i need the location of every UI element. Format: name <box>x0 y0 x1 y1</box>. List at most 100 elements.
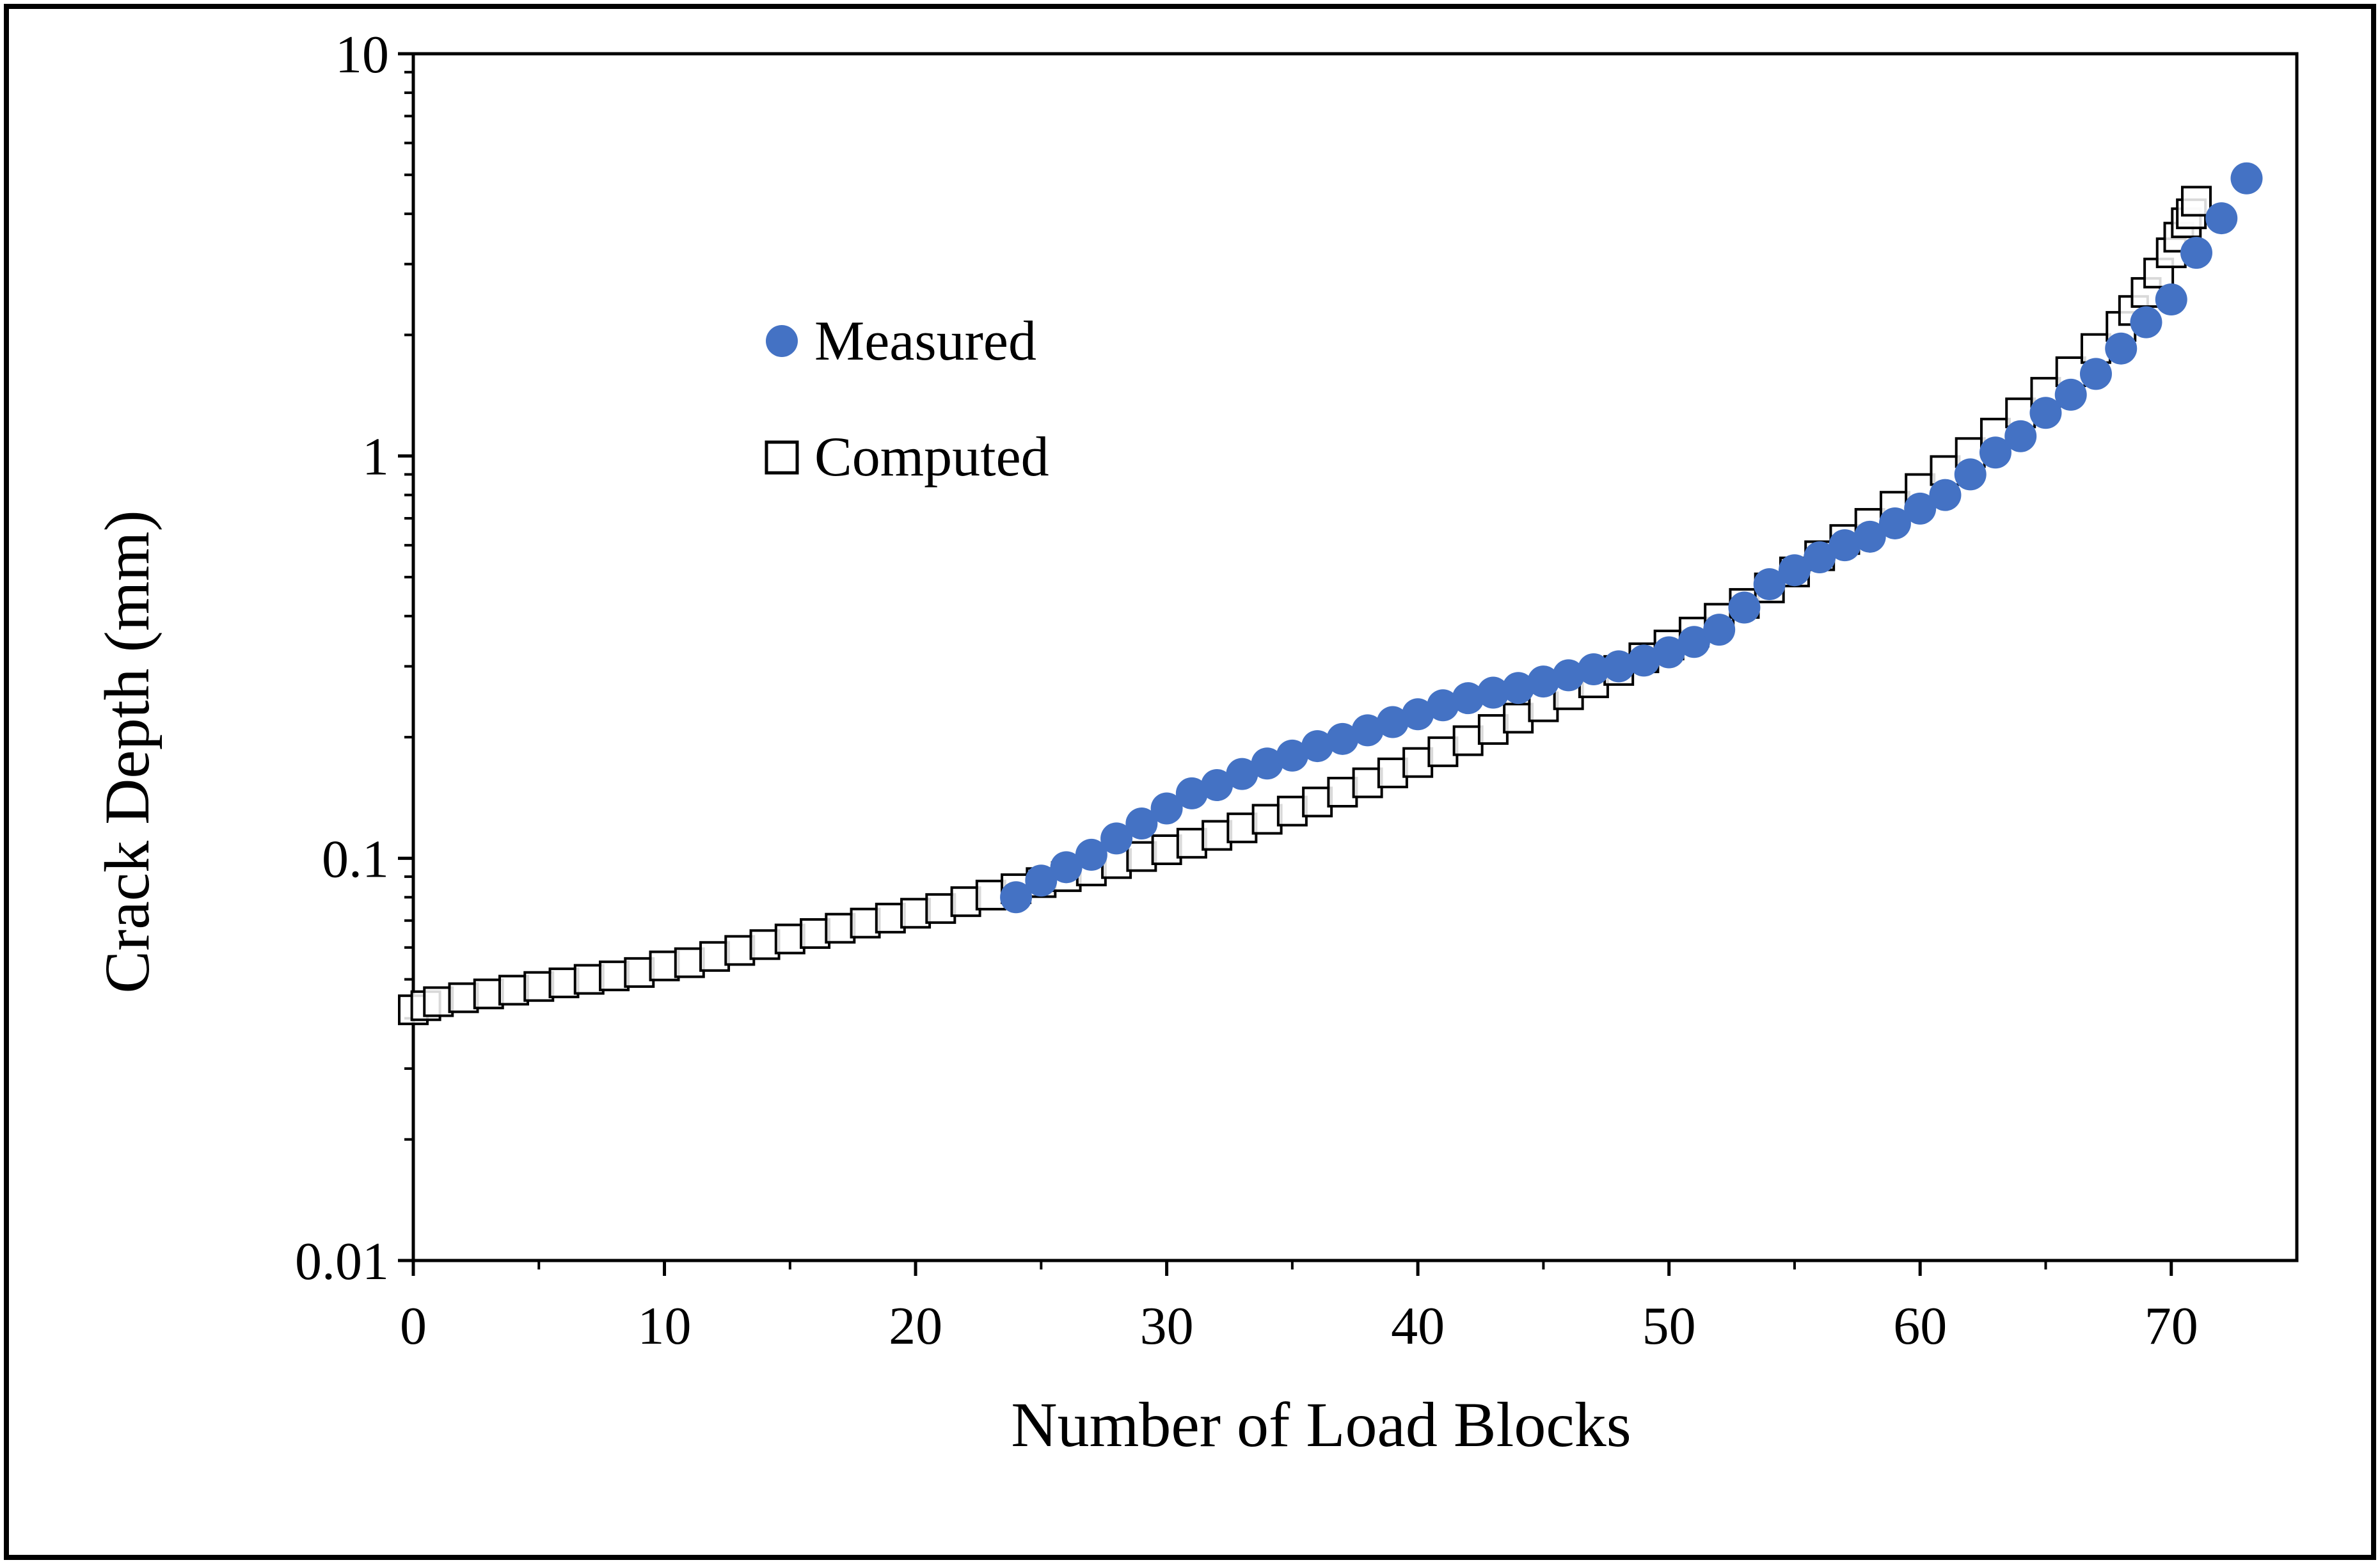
computed-point <box>1202 820 1233 851</box>
computed-point <box>649 950 680 982</box>
y-tick-label: 1 <box>362 427 389 487</box>
x-axis-title: Number of Load Blocks <box>1011 1389 1631 1460</box>
computed-point <box>2180 186 2212 217</box>
measured-point <box>1878 507 1911 539</box>
measured-point <box>1502 672 1535 704</box>
computed-point <box>800 918 831 949</box>
computed-point <box>498 974 530 1006</box>
measured-point <box>1201 769 1234 802</box>
measured-point <box>1678 626 1710 658</box>
measured-point <box>1829 529 1861 562</box>
computed-point <box>1477 714 1509 745</box>
computed-point <box>473 978 504 1010</box>
x-tick-label: 60 <box>1893 1296 1947 1356</box>
measured-point <box>1251 747 1283 780</box>
measured-point <box>1000 881 1033 914</box>
measured-point <box>2079 358 2112 390</box>
measured-point <box>1904 492 1937 525</box>
legend-computed-marker <box>765 440 799 475</box>
series-measured <box>1000 162 2263 914</box>
computed-point <box>1377 757 1408 788</box>
computed-point <box>875 902 906 934</box>
measured-point <box>2130 306 2162 338</box>
x-tick-label: 10 <box>638 1296 692 1356</box>
measured-point <box>1954 458 1987 491</box>
measured-point <box>1804 541 1836 573</box>
measured-point <box>1853 520 1886 553</box>
measured-point <box>1552 659 1585 692</box>
measured-point <box>1653 636 1685 669</box>
measured-point <box>2029 397 2062 429</box>
measured-point <box>1050 851 1083 884</box>
measured-point <box>1075 838 1107 871</box>
computed-point <box>1327 777 1358 808</box>
measured-point <box>1979 436 2011 469</box>
computed-point <box>825 912 856 944</box>
axes: 0 10 20 30 40 50 60 70 0.01 0.1 1 10 <box>295 25 2299 1356</box>
measured-point <box>1376 706 1409 738</box>
measured-point <box>2004 420 2037 452</box>
computed-point <box>1151 834 1182 866</box>
computed-point <box>573 964 605 995</box>
measured-point <box>2205 202 2238 235</box>
measured-point <box>1150 792 1183 825</box>
x-tick-label: 20 <box>889 1296 942 1356</box>
measured-point <box>1402 698 1434 731</box>
measured-point <box>1226 758 1258 790</box>
computed-point <box>423 986 454 1017</box>
x-tick-label: 40 <box>1391 1296 1445 1356</box>
measured-point <box>1452 682 1484 715</box>
x-tick-label: 0 <box>400 1296 427 1356</box>
measured-point <box>1778 554 1811 587</box>
measured-point <box>2180 237 2212 269</box>
x-tick-label: 70 <box>2145 1296 2198 1356</box>
legend-measured-marker <box>766 325 798 357</box>
measured-point <box>1929 479 1962 511</box>
measured-point <box>1100 822 1133 855</box>
y-tick-label: 0.1 <box>322 829 389 889</box>
computed-point <box>900 898 932 929</box>
measured-point <box>1477 676 1509 709</box>
measured-point <box>1703 614 1736 646</box>
computed-point <box>950 886 981 918</box>
measured-point <box>2054 378 2087 411</box>
computed-point <box>1176 827 1207 859</box>
computed-point <box>1503 703 1534 734</box>
computed-point <box>1302 786 1333 818</box>
computed-point <box>699 941 731 972</box>
measured-point <box>2230 162 2263 195</box>
y-tick-label: 0.01 <box>295 1232 389 1291</box>
plot-area-frame <box>411 52 2299 1262</box>
measured-point <box>1728 591 1761 624</box>
computed-point <box>523 971 555 1002</box>
measured-point <box>1603 650 1635 683</box>
measured-point <box>1125 807 1158 840</box>
y-axis-title: Crack Depth (mm) <box>91 510 163 993</box>
legend: Measured Computed <box>765 310 1049 488</box>
computed-point <box>599 960 630 992</box>
legend-measured-label: Measured <box>814 310 1036 372</box>
x-tick-label: 50 <box>1642 1296 1696 1356</box>
x-tick-label: 30 <box>1140 1296 1194 1356</box>
measured-point <box>1301 730 1334 763</box>
computed-point <box>1452 725 1484 756</box>
computed-point <box>1276 795 1308 827</box>
measured-point <box>1025 864 1058 897</box>
computed-point <box>850 907 881 939</box>
measured-point <box>1527 665 1560 698</box>
measured-point <box>2155 283 2187 316</box>
measured-point <box>1351 714 1384 747</box>
computed-point <box>1251 804 1283 835</box>
y-tick-label: 10 <box>335 25 389 84</box>
measured-point <box>1175 777 1208 809</box>
measured-point <box>1276 739 1308 772</box>
legend-computed-label: Computed <box>814 426 1049 488</box>
measured-point <box>1628 644 1660 677</box>
measured-point <box>1427 689 1459 722</box>
measured-point <box>2105 332 2138 365</box>
measured-point <box>1577 653 1610 685</box>
measured-point <box>1753 568 1786 601</box>
measured-point <box>1326 722 1359 755</box>
